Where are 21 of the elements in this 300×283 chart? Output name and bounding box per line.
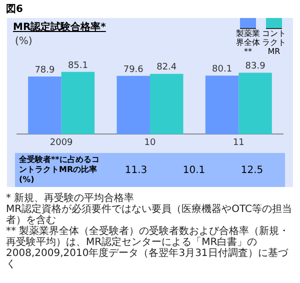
data-label: 82.4 bbox=[156, 62, 177, 73]
y-axis-title: (%) bbox=[15, 36, 32, 47]
chart-subtitle: MR認定試験合格率* bbox=[13, 22, 106, 33]
x-tick-label: 2009 bbox=[50, 138, 74, 148]
data-label: 85.1 bbox=[68, 60, 88, 71]
data-label: 11.3 bbox=[124, 164, 148, 176]
legend-label: 製薬業界全体** bbox=[235, 29, 261, 56]
text: MR認定資格が必須要件ではない要員（医療機器やOTC等の担当者）を含む bbox=[6, 204, 293, 226]
data-label: 80.1 bbox=[212, 64, 232, 74]
x-tick-label: 10 bbox=[144, 138, 156, 148]
data-label: 83.9 bbox=[245, 62, 266, 72]
x-tick-label: 11 bbox=[232, 138, 244, 148]
data-label: 79.6 bbox=[123, 64, 144, 75]
data-label: 12.5 bbox=[240, 164, 264, 176]
text: 全受験者**に占めるコントラクトMRの比率 (%) bbox=[19, 155, 100, 185]
data-label: 78.9 bbox=[34, 65, 55, 76]
text: * 新規、再受験の平均合格率 bbox=[6, 193, 136, 204]
text: ** 製薬業界全体（全受験者）の受験者数および合格率（新規・再受験平均）は、MR認定センターによる「MR白書」の2008,2009,2010年度データ（各翌年3月31日付調査）に基づく bbox=[6, 226, 290, 270]
data-label: 10.1 bbox=[182, 164, 206, 176]
legend-label: コントラクトMR bbox=[261, 29, 287, 56]
chart-title: 図6 bbox=[5, 3, 24, 17]
